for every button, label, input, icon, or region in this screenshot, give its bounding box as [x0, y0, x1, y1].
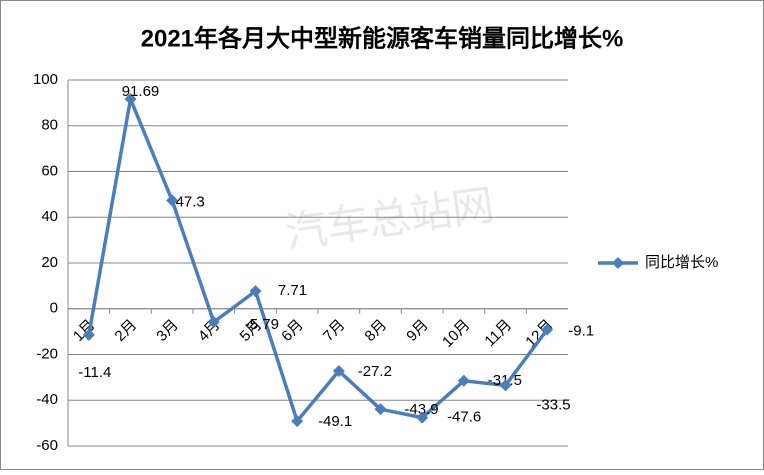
y-tick-label: 100: [33, 71, 58, 88]
point-marker: [416, 411, 429, 424]
y-tick-label: 20: [41, 254, 58, 271]
legend-marker: [612, 257, 624, 269]
y-tick-label: 0: [50, 300, 58, 317]
legend-label: 同比增长%: [645, 254, 718, 271]
data-label: -33.5: [536, 396, 570, 413]
data-label: 91.69: [122, 83, 160, 100]
data-label: -9.1: [568, 323, 594, 340]
data-label: -5.79: [245, 316, 279, 333]
point-marker: [82, 328, 95, 341]
data-label: -11.4: [78, 364, 111, 381]
data-label: -43.9: [404, 401, 438, 418]
point-marker: [541, 323, 554, 336]
data-label: 47.3: [176, 194, 205, 211]
point-marker: [166, 194, 179, 207]
chart-title: 2021年各月大中型新能源客车销量同比增长%: [141, 24, 624, 52]
y-tick-label: -20: [36, 345, 58, 362]
y-tick-label: -40: [36, 391, 58, 408]
data-label: -27.2: [358, 363, 392, 380]
point-marker: [291, 415, 304, 428]
y-tick-label: 80: [41, 117, 58, 134]
point-marker: [374, 403, 387, 416]
point-marker: [499, 379, 512, 392]
point-marker: [207, 315, 220, 328]
data-label: 7.71: [278, 282, 307, 299]
y-tick-label: -60: [36, 437, 58, 454]
point-marker: [124, 93, 137, 106]
point-marker: [457, 374, 470, 387]
point-marker: [249, 285, 262, 298]
data-label: -47.6: [447, 409, 481, 426]
y-tick-label: 40: [41, 208, 58, 225]
y-tick-label: 60: [41, 162, 58, 179]
data-label: -49.1: [318, 413, 352, 430]
series-line: [87, 97, 549, 423]
point-marker: [332, 364, 345, 377]
